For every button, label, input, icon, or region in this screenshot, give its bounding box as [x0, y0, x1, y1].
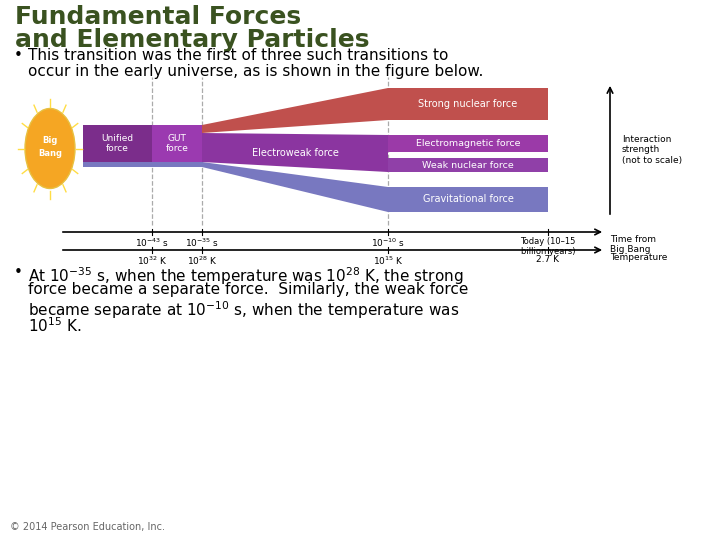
- Text: •: •: [14, 265, 23, 280]
- Text: Gravitational force: Gravitational force: [423, 194, 513, 205]
- Text: Unified
force: Unified force: [102, 134, 134, 153]
- Polygon shape: [202, 133, 388, 172]
- Text: Time from
Big Bang: Time from Big Bang: [610, 235, 656, 254]
- Polygon shape: [152, 125, 202, 162]
- Polygon shape: [83, 162, 548, 212]
- Text: $10^{-35}$ s: $10^{-35}$ s: [185, 237, 219, 249]
- Text: 2.7 K: 2.7 K: [536, 255, 559, 264]
- Text: $10^{-43}$ s: $10^{-43}$ s: [135, 237, 169, 249]
- Polygon shape: [388, 158, 548, 172]
- Text: Fundamental Forces: Fundamental Forces: [15, 5, 301, 29]
- Text: Today (10–15
billion years): Today (10–15 billion years): [521, 237, 576, 256]
- Text: Electromagnetic force: Electromagnetic force: [415, 139, 521, 148]
- Polygon shape: [83, 125, 152, 162]
- Text: Big: Big: [42, 136, 58, 145]
- Text: and Elementary Particles: and Elementary Particles: [15, 28, 369, 52]
- Text: $10^{15}$ K: $10^{15}$ K: [373, 255, 403, 267]
- Text: Temperature: Temperature: [610, 253, 667, 262]
- Text: became separate at $10^{-10}$ s, when the temperature was: became separate at $10^{-10}$ s, when th…: [28, 299, 459, 321]
- Text: This transition was the first of three such transitions to: This transition was the first of three s…: [28, 48, 449, 63]
- Text: Weak nuclear force: Weak nuclear force: [422, 160, 514, 170]
- Text: $10^{15}$ K.: $10^{15}$ K.: [28, 316, 81, 335]
- Text: $10^{32}$ K: $10^{32}$ K: [137, 255, 167, 267]
- Text: occur in the early universe, as is shown in the figure below.: occur in the early universe, as is shown…: [28, 64, 483, 79]
- Text: ...: ...: [618, 246, 629, 256]
- Text: force became a separate force.  Similarly, the weak force: force became a separate force. Similarly…: [28, 282, 469, 297]
- Text: Electroweak force: Electroweak force: [251, 148, 338, 159]
- Text: Bang: Bang: [38, 149, 62, 158]
- Text: $10^{28}$ K: $10^{28}$ K: [186, 255, 217, 267]
- Text: Interaction
strength
(not to scale): Interaction strength (not to scale): [622, 135, 682, 165]
- Text: At $10^{-35}$ s, when the temperature was $10^{28}$ K, the strong: At $10^{-35}$ s, when the temperature wa…: [28, 265, 464, 287]
- Text: $10^{-10}$ s: $10^{-10}$ s: [371, 237, 405, 249]
- Text: GUT
force: GUT force: [166, 134, 189, 153]
- Text: •: •: [14, 48, 23, 63]
- Ellipse shape: [25, 109, 75, 188]
- Text: © 2014 Pearson Education, Inc.: © 2014 Pearson Education, Inc.: [10, 522, 165, 532]
- Text: Strong nuclear force: Strong nuclear force: [418, 99, 518, 109]
- Polygon shape: [202, 88, 548, 133]
- Polygon shape: [388, 135, 548, 152]
